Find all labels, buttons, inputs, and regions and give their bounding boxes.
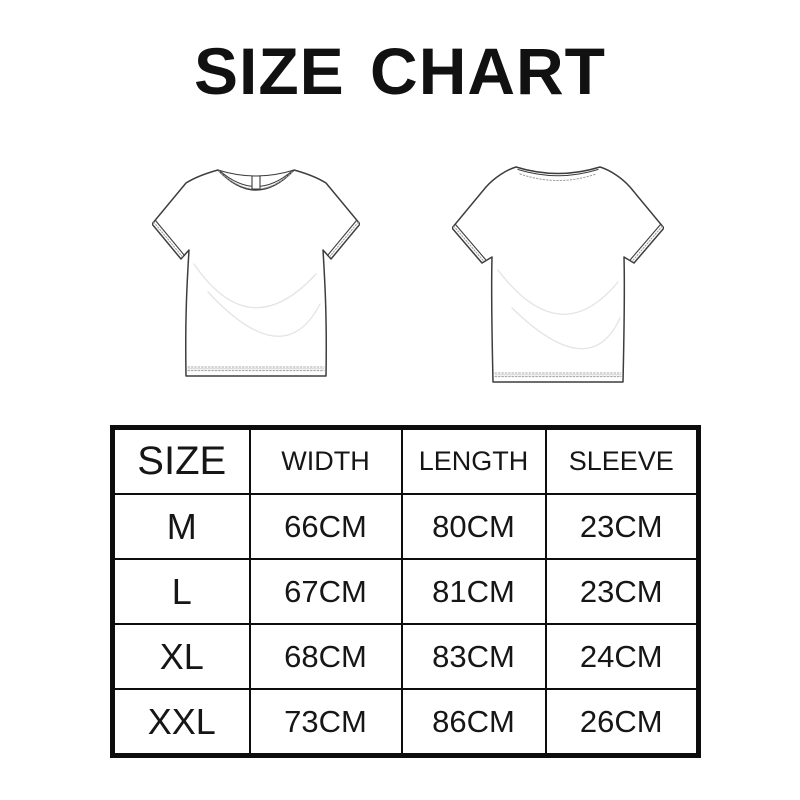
tshirt-front-illustration	[152, 169, 360, 377]
length-cell: 86CM	[400, 688, 547, 757]
length-cell: 83CM	[400, 623, 547, 690]
neck-label-tag	[251, 175, 261, 190]
width-cell: 73CM	[248, 688, 403, 757]
tshirt-back-collar	[517, 168, 599, 181]
tshirt-back-wrinkles	[497, 269, 621, 350]
length-cell: 81CM	[400, 558, 547, 625]
header-row: SIZE WIDTH LENGTH SLEEVE	[111, 426, 700, 495]
width-cell: 67CM	[248, 558, 403, 625]
size-cell: L	[111, 558, 251, 625]
tshirt-front-cuff-stitch	[153, 219, 359, 258]
length-cell: 80CM	[400, 493, 547, 560]
sleeve-cell: 24CM	[544, 623, 700, 690]
tshirt-back-cuff-stitch	[453, 223, 663, 262]
tshirt-front-outline	[152, 169, 360, 377]
size-cell: XL	[111, 623, 251, 690]
tshirt-back-outline	[452, 166, 664, 383]
tshirt-front-collar	[217, 169, 295, 190]
tshirt-illustrations	[0, 158, 800, 387]
table-row-m: M 66CM 80CM 23CM	[111, 493, 700, 560]
column-header-sleeve: SLEEVE	[544, 426, 700, 495]
width-cell: 68CM	[248, 623, 403, 690]
size-cell: M	[111, 493, 251, 560]
tshirt-back-hem-stitch	[494, 372, 622, 378]
tshirt-front-hem-stitch	[187, 366, 325, 372]
tshirt-front-wrinkles	[193, 263, 321, 337]
column-header-length: LENGTH	[400, 426, 547, 495]
size-table: SIZE WIDTH LENGTH SLEEVE M 66CM 80CM 23C…	[110, 425, 701, 758]
tshirt-back-illustration	[452, 166, 664, 383]
size-cell: XXL	[111, 688, 251, 757]
table-row-xl: XL 68CM 83CM 24CM	[111, 623, 700, 690]
column-header-size: SIZE	[111, 426, 251, 495]
table-row-l: L 67CM 81CM 23CM	[111, 558, 700, 625]
sleeve-cell: 26CM	[544, 688, 700, 757]
column-header-width: WIDTH	[248, 426, 403, 495]
sleeve-cell: 23CM	[544, 493, 700, 560]
page-title: SIZE CHART	[194, 34, 606, 108]
width-cell: 66CM	[248, 493, 403, 560]
sleeve-cell: 23CM	[544, 558, 700, 625]
table-row-xxl: XXL 73CM 86CM 26CM	[111, 688, 700, 757]
